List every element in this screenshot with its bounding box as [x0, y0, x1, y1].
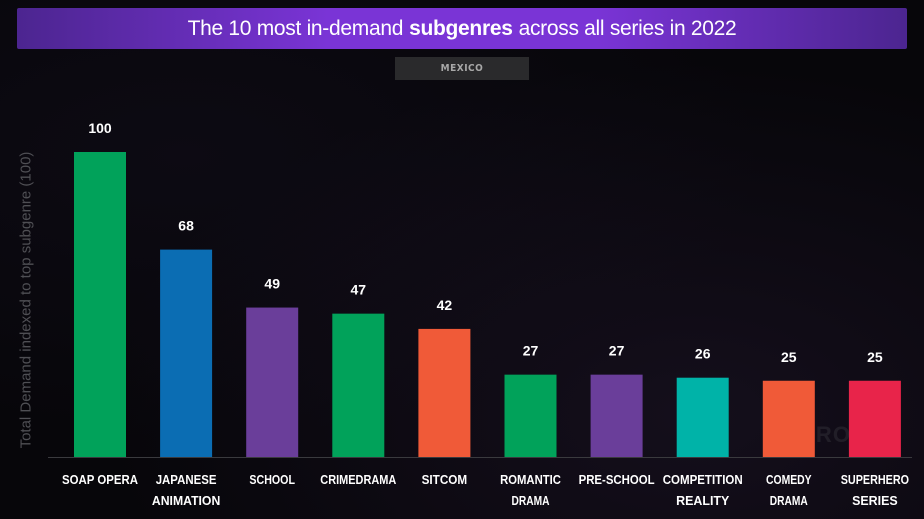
bar-8 — [762, 380, 815, 457]
country-filter-tab[interactable]: MEXICO — [395, 57, 529, 80]
category-label-7-line-0: COMPETITION — [663, 472, 743, 487]
category-label-0-line-0: SOAP OPERA — [62, 472, 139, 487]
bar-2 — [246, 307, 299, 457]
title-prefix: The 10 most in-demand — [187, 16, 404, 40]
bar-3 — [332, 313, 385, 457]
data-label-6: 27 — [609, 343, 625, 359]
data-label-3: 47 — [351, 282, 367, 298]
category-label-1-line-1: ANIMATION — [152, 493, 220, 508]
bar-6 — [590, 374, 643, 457]
data-label-7: 26 — [695, 346, 711, 362]
category-label-1-line-0: JAPANESE — [156, 472, 217, 487]
category-label-2-line-0: SCHOOL — [249, 472, 295, 487]
data-label-0: 100 — [88, 120, 112, 136]
data-label-9: 25 — [867, 349, 883, 365]
bar-9 — [848, 380, 901, 457]
bar-4 — [418, 328, 471, 457]
chart-title-banner: The 10 most in-demand subgenres across a… — [17, 8, 907, 49]
bar-5 — [504, 374, 557, 457]
data-label-4: 42 — [437, 297, 453, 313]
category-label-9-line-1: SERIES — [852, 493, 898, 508]
category-label-9-line-0: SUPERHERO — [841, 472, 909, 487]
data-label-8: 25 — [781, 349, 797, 365]
data-label-1: 68 — [178, 218, 194, 234]
data-label-2: 49 — [264, 276, 280, 292]
category-label-5-line-1: DRAMA — [512, 493, 550, 508]
bar-1 — [160, 249, 213, 457]
bar-0 — [74, 152, 126, 457]
category-label-8-line-1: DRAMA — [770, 493, 808, 508]
title-suffix: across all series in 2022 — [518, 16, 737, 40]
category-label-4-line-0: SITCOM — [422, 472, 468, 487]
data-label-5: 27 — [523, 343, 539, 359]
category-label-5-line-0: ROMANTIC — [500, 472, 561, 487]
category-label-8-line-0: COMEDY — [766, 472, 812, 487]
bar-7 — [676, 377, 729, 457]
category-label-3-line-0: CRIMEDRAMA — [320, 472, 397, 487]
category-label-6-line-0: PRE-SCHOOL — [579, 472, 655, 487]
category-label-7-line-1: REALITY — [676, 493, 730, 508]
title-emphasis: subgenres — [409, 16, 513, 40]
